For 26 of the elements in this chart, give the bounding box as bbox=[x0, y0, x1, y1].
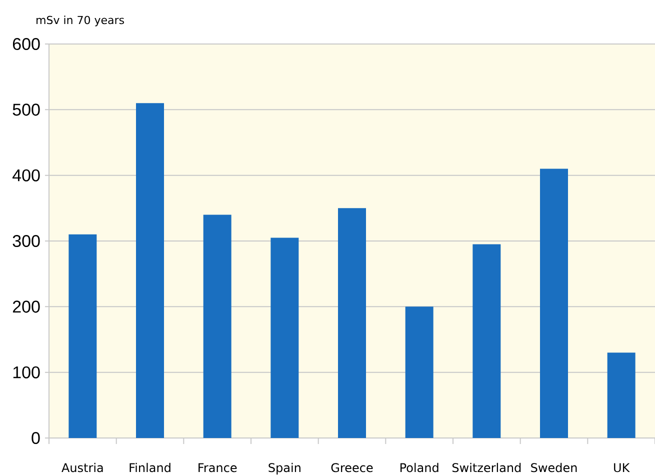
bar bbox=[203, 214, 232, 438]
y-tick-label: 200 bbox=[12, 300, 40, 313]
y-tick-label: 0 bbox=[32, 432, 40, 444]
y-tick-label: 600 bbox=[12, 38, 40, 50]
bar bbox=[136, 103, 164, 438]
x-tick-label: Spain bbox=[268, 462, 300, 474]
x-tick-label: Sweden bbox=[531, 462, 577, 472]
y-tick-label: 300 bbox=[12, 234, 40, 248]
x-tick-label: Finland bbox=[130, 462, 170, 472]
x-tick-label: France bbox=[198, 463, 237, 472]
x-tick-label: Switzerland bbox=[452, 462, 521, 472]
x-tick-label: Poland bbox=[400, 462, 438, 472]
x-tick-label: Greece bbox=[331, 463, 373, 472]
bar bbox=[540, 168, 568, 438]
bar bbox=[607, 352, 636, 438]
x-tick-label: UK bbox=[614, 463, 630, 472]
bar bbox=[472, 244, 501, 438]
x-tick-label: Austria bbox=[62, 462, 103, 472]
y-tick-label: 100 bbox=[13, 366, 40, 378]
y-axis-title: mSv in 70 years bbox=[36, 16, 124, 26]
y-tick-label: 400 bbox=[12, 169, 40, 182]
bar bbox=[270, 238, 299, 438]
y-tick-label: 500 bbox=[12, 104, 40, 116]
bar bbox=[405, 306, 434, 438]
bar bbox=[68, 234, 97, 438]
bar bbox=[338, 208, 366, 438]
